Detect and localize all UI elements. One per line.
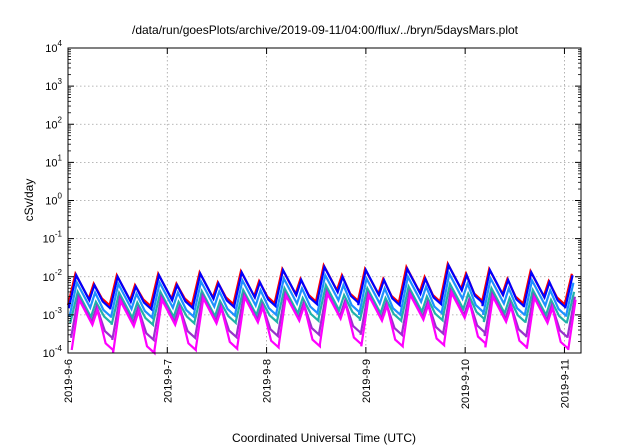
axis-ticks [67,47,581,354]
series-line [69,286,576,343]
y-tick-exp: -4 [55,344,63,353]
y-tick-label: 10-4 [43,344,63,360]
series-line [68,270,575,321]
y-tick-label: 102 [45,115,62,131]
y-tick-label: 103 [45,77,62,93]
y-tick-label: 10-1 [43,230,63,246]
y-tick-exp: 1 [58,153,63,162]
x-tick-labels: 2019-9-6 2019-9-7 2019-9-8 2019-9-9 2019-9-1… [63,359,571,409]
chart-title: /data/run/goesPlots/archive/2019-09-11/0… [132,23,519,37]
y-tick-label: 10-2 [43,268,63,284]
y-tick-base: 10 [43,272,55,284]
y-tick-base: 10 [43,234,55,246]
y-tick-base: 10 [45,157,57,169]
x-tick-label: 2019-9-8 [262,359,274,403]
x-tick-label: 2019-9-9 [361,359,373,403]
y-tick-exp: 3 [58,77,63,86]
y-tick-exp: 2 [58,115,63,124]
y-tick-label: 101 [45,153,62,169]
x-tick-label: 2019-9-10 [460,359,472,409]
y-tick-exp: -2 [55,268,63,277]
y-tick-exp: -3 [55,306,63,315]
y-tick-label: 104 [45,39,62,55]
y-tick-exp: -1 [55,230,63,239]
y-tick-base: 10 [45,43,57,55]
y-tick-label: 100 [45,192,62,208]
x-axis-title: Coordinated Universal Time (UTC) [232,431,416,445]
y-tick-base: 10 [43,348,55,360]
series-line [70,289,577,356]
x-tick-label: 2019-9-6 [63,359,75,403]
series-line [69,280,576,328]
y-tick-base: 10 [45,119,57,131]
series-line [67,262,574,312]
series-group [66,260,577,356]
y-axis-title: cSv/day [22,179,36,222]
y-tick-label: 10-3 [43,306,63,322]
y-tick-base: 10 [45,81,57,93]
y-tick-exp: 0 [58,192,63,201]
y-tick-exp: 4 [58,39,63,48]
y-tick-base: 10 [45,196,57,208]
x-tick-label: 2019-9-7 [162,359,174,403]
y-tick-base: 10 [43,310,55,322]
x-tick-label: 2019-9-11 [559,359,571,408]
